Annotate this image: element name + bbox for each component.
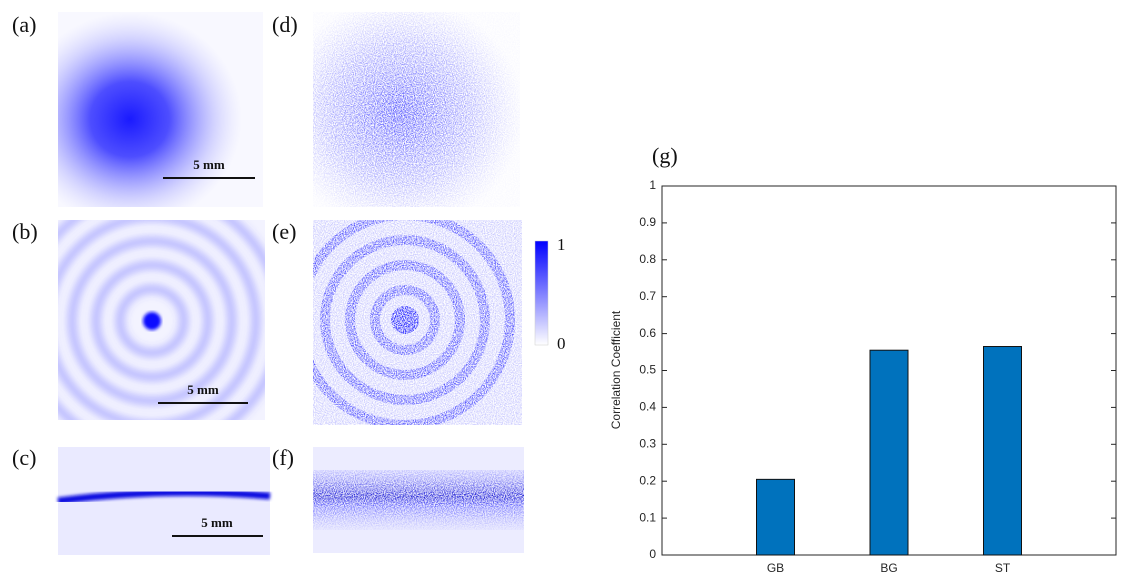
y-tick-label: 1 — [649, 178, 656, 192]
panel-label: (d) — [272, 12, 298, 37]
y-tick-label: 0.6 — [639, 326, 656, 340]
y-tick-label: 0.9 — [639, 215, 656, 229]
bar — [869, 349, 909, 556]
panel-label: (c) — [12, 445, 36, 470]
colorbar-label: 1 — [557, 235, 566, 254]
y-tick-label: 0.8 — [639, 252, 656, 266]
y-tick-label: 0.3 — [639, 436, 656, 450]
scale-label: 5 mm — [201, 515, 233, 530]
image-c — [57, 447, 271, 555]
panel-label: (a) — [12, 12, 36, 37]
y-tick-label: 0.1 — [639, 510, 656, 524]
y-tick-label: 0.5 — [639, 363, 656, 377]
panel-label: (b) — [12, 219, 38, 244]
y-tick-label: 0 — [649, 547, 656, 561]
chart-title: (g) — [652, 143, 678, 168]
panel-label: (e) — [272, 219, 296, 244]
panel-label: (f) — [272, 445, 294, 470]
scale-label: 5 mm — [187, 382, 219, 397]
colorbar — [534, 240, 549, 346]
y-tick-label: 0.2 — [639, 473, 656, 487]
bar — [983, 346, 1022, 556]
x-tick-label: GB — [767, 561, 784, 575]
x-tick-label: ST — [995, 561, 1011, 575]
bar — [756, 478, 795, 556]
image-e — [313, 220, 522, 425]
image-a — [58, 12, 263, 207]
image-b — [58, 220, 265, 420]
y-tick-label: 0.4 — [639, 400, 656, 414]
colorbar-label: 0 — [557, 334, 566, 353]
x-tick-label: BG — [880, 561, 897, 575]
image-f — [313, 447, 524, 553]
image-d — [313, 12, 520, 207]
y-tick-label: 0.7 — [639, 289, 656, 303]
scale-label: 5 mm — [193, 157, 225, 172]
y-axis-label: Correlation Coefficient — [609, 310, 623, 429]
